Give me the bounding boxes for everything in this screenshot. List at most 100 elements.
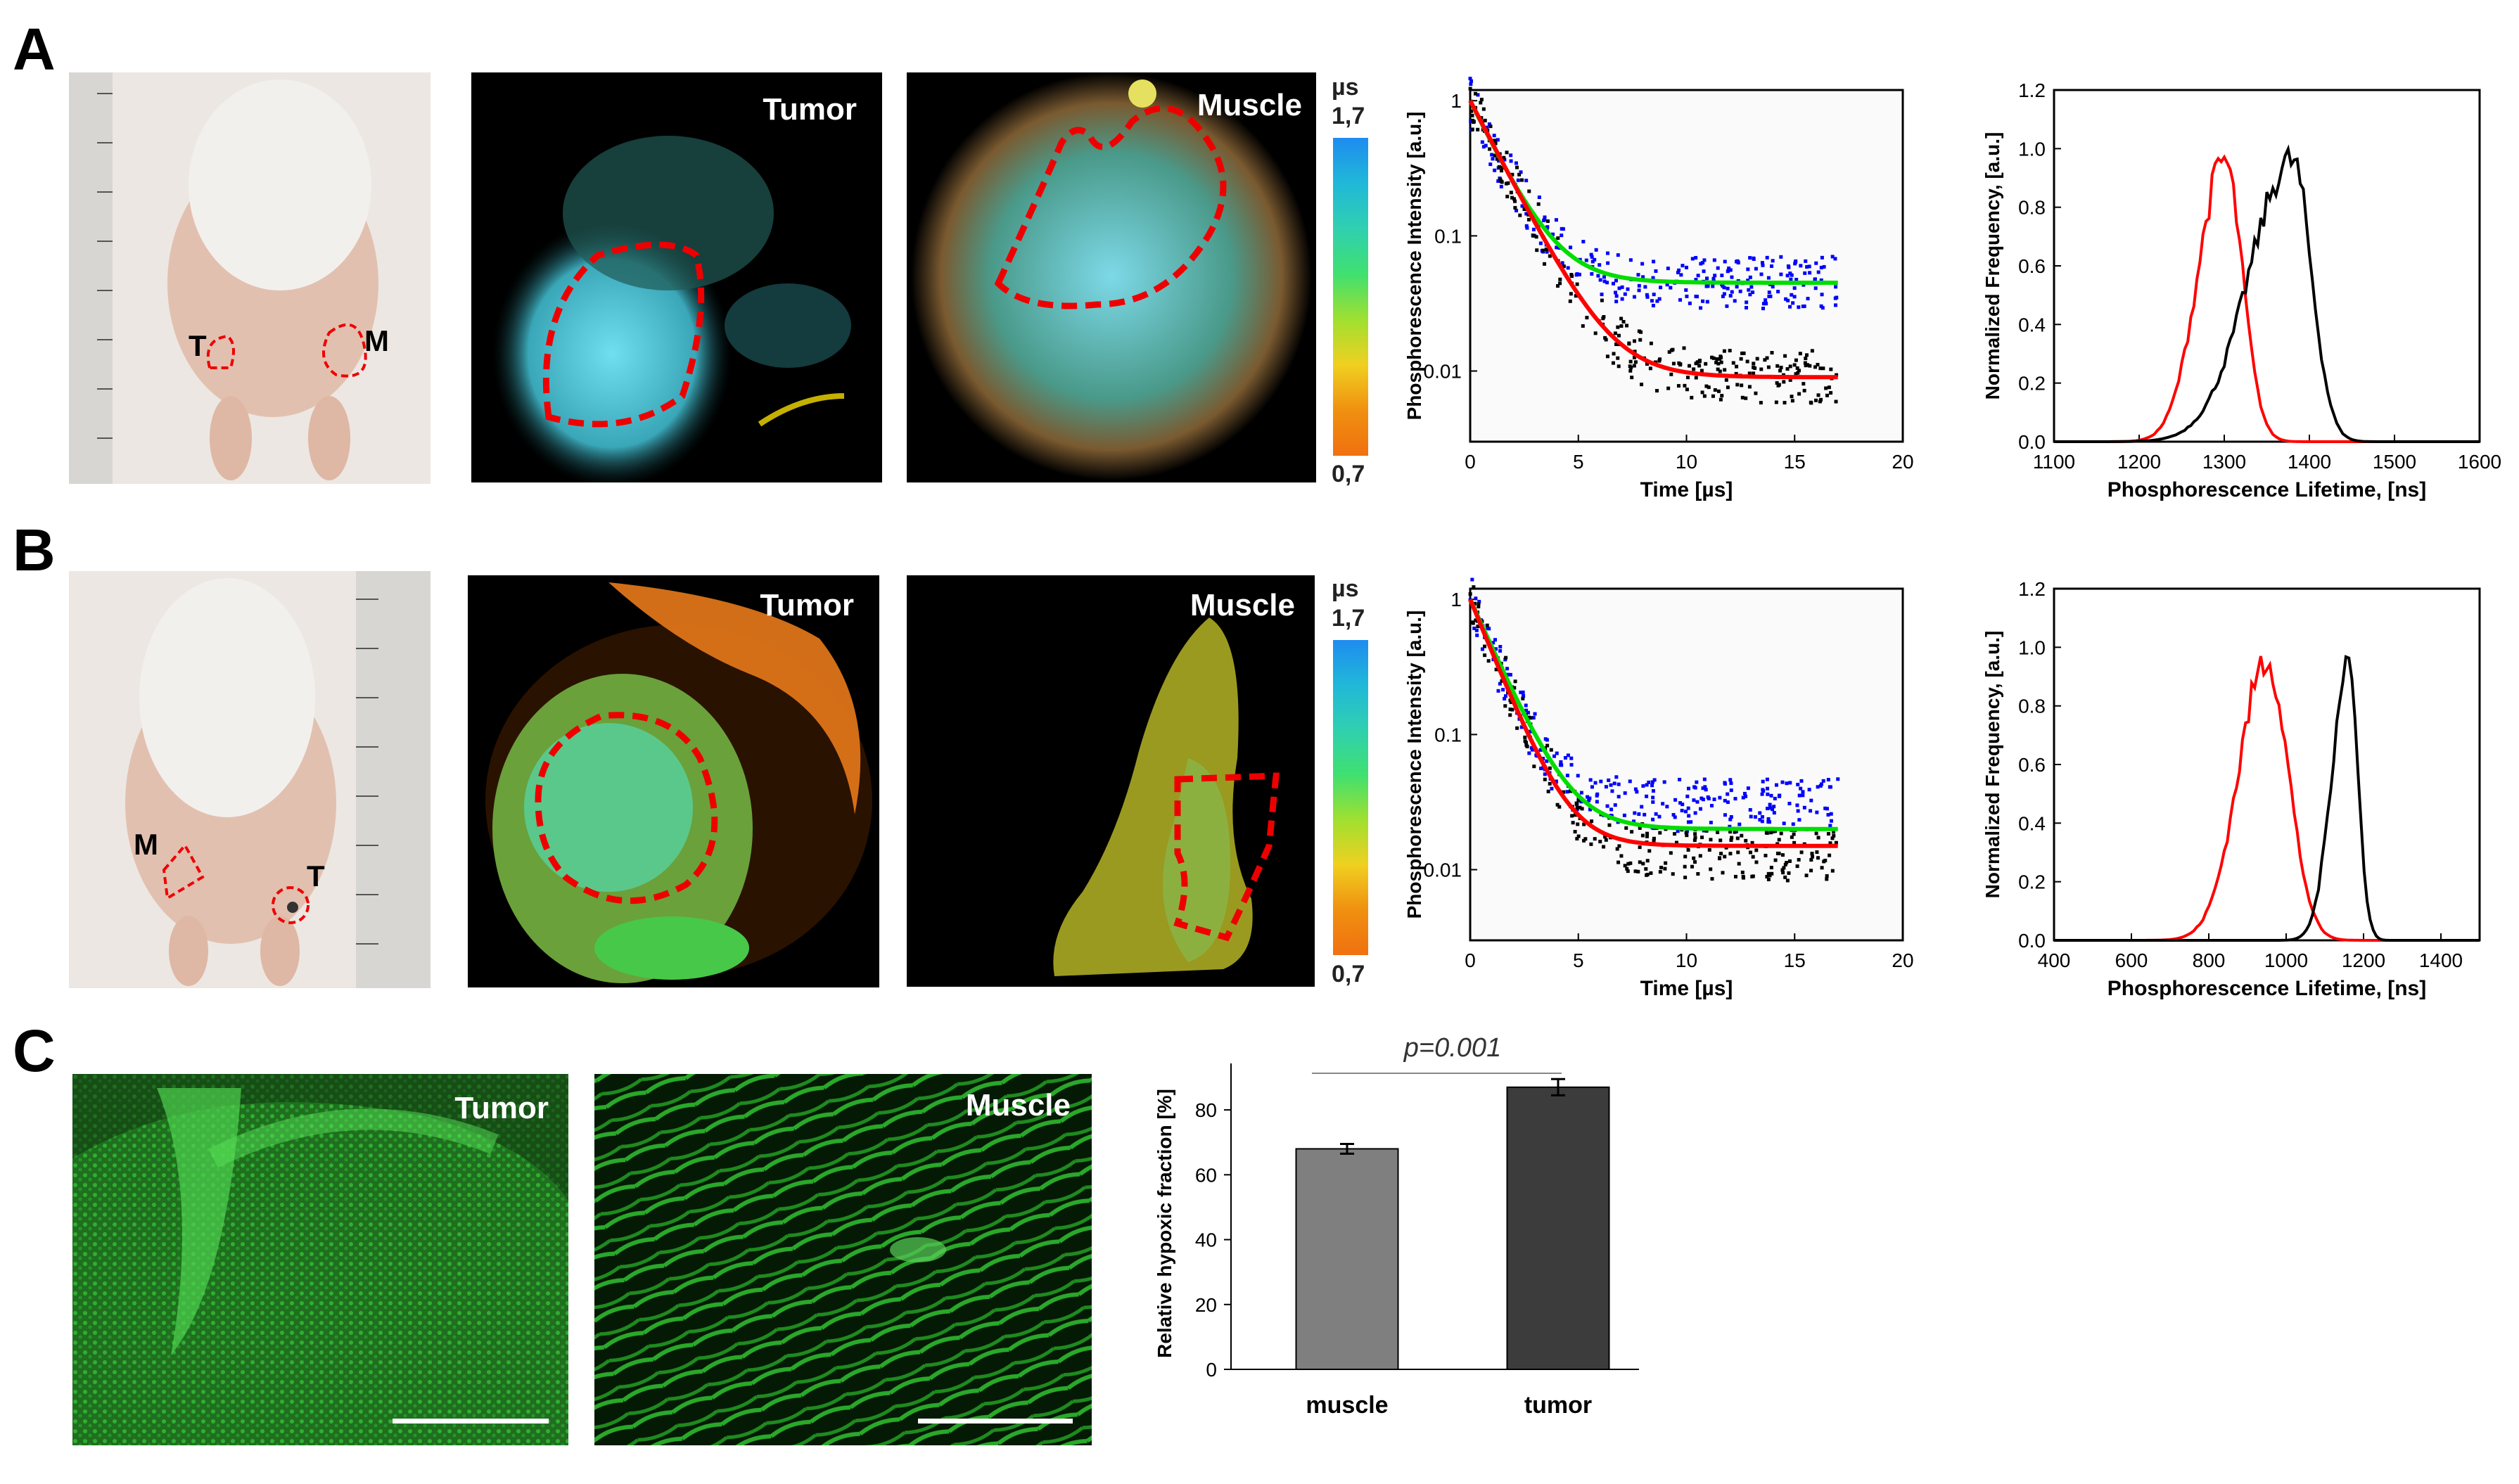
data-point <box>1633 360 1638 364</box>
data-point <box>1474 618 1478 622</box>
data-point <box>1499 184 1503 188</box>
data-point <box>1785 861 1789 865</box>
data-point <box>1593 257 1597 262</box>
data-point <box>1701 299 1705 303</box>
data-point <box>1771 829 1775 833</box>
data-point <box>1658 831 1662 835</box>
y-tick-label: 1.0 <box>2018 138 2046 160</box>
data-point <box>1682 346 1686 350</box>
data-point <box>1499 169 1503 173</box>
data-point <box>1773 829 1778 833</box>
data-point <box>1685 388 1689 392</box>
data-point <box>1508 713 1512 717</box>
histogram-line <box>2054 655 2480 942</box>
data-point <box>1771 259 1775 263</box>
data-point <box>1638 860 1642 864</box>
data-point <box>1765 777 1769 781</box>
tumor-label-a: Tumor <box>763 92 857 127</box>
data-point <box>1766 817 1771 821</box>
data-point <box>1834 285 1838 289</box>
data-point <box>1679 273 1683 277</box>
data-point <box>1816 785 1820 789</box>
data-point <box>1683 855 1688 859</box>
data-point <box>1605 251 1609 255</box>
data-point <box>1718 369 1722 373</box>
data-point <box>1779 272 1783 276</box>
data-point <box>1747 288 1751 292</box>
data-point <box>1706 795 1710 799</box>
data-point <box>1498 645 1503 649</box>
data-point <box>1582 838 1586 843</box>
data-point <box>1491 157 1495 161</box>
data-point <box>1803 361 1807 365</box>
x-tick-label: 1100 <box>2033 451 2075 473</box>
data-point <box>1575 805 1579 810</box>
data-point <box>1514 165 1519 169</box>
data-point <box>1623 864 1627 868</box>
data-point <box>1766 786 1770 791</box>
data-point <box>1657 814 1662 819</box>
data-point <box>1788 364 1792 369</box>
data-point <box>1481 107 1486 111</box>
data-point <box>1503 694 1507 698</box>
p-value-annotation: p=0.001 <box>1403 1033 1501 1063</box>
data-point <box>1825 874 1829 878</box>
data-point <box>1593 781 1598 785</box>
data-point <box>1820 293 1824 297</box>
data-point <box>1726 792 1730 796</box>
data-point <box>1632 355 1636 359</box>
data-point <box>1650 780 1654 784</box>
data-point <box>1789 277 1793 281</box>
data-point <box>1807 264 1811 269</box>
data-point <box>1735 285 1739 289</box>
data-point <box>1640 383 1644 387</box>
x-tick-label: 1200 <box>2117 451 2161 473</box>
data-point <box>1490 153 1494 157</box>
scale-bar-muscle <box>918 1419 1073 1424</box>
data-point <box>1510 172 1514 177</box>
plot-frame <box>2053 89 2481 443</box>
data-point <box>1640 833 1645 838</box>
data-point <box>1671 813 1676 817</box>
data-point <box>1825 393 1829 397</box>
data-point <box>1648 366 1652 371</box>
data-point <box>1764 853 1768 857</box>
data-point <box>1712 798 1716 802</box>
data-point <box>1695 360 1699 364</box>
data-point <box>1763 358 1767 362</box>
data-point <box>1693 836 1697 840</box>
data-point <box>1498 648 1503 653</box>
fit-line <box>1468 598 1838 831</box>
data-point <box>1581 240 1586 244</box>
data-point <box>1758 818 1762 822</box>
data-point <box>1488 162 1493 167</box>
data-point <box>1740 351 1745 355</box>
data-point <box>1556 284 1560 288</box>
data-point <box>1792 295 1797 299</box>
data-point <box>1491 641 1496 645</box>
colorbar-unit-b: µs <box>1332 575 1359 602</box>
data-point <box>1809 798 1813 802</box>
data-point <box>1764 831 1768 835</box>
data-point <box>1722 349 1726 353</box>
data-point <box>1628 359 1633 364</box>
data-point <box>1590 819 1594 824</box>
data-point <box>1605 804 1609 808</box>
data-point <box>1716 389 1721 393</box>
data-point <box>1666 386 1671 390</box>
data-point <box>1744 794 1748 798</box>
data-point <box>1699 262 1703 266</box>
data-point <box>1474 596 1478 601</box>
data-point <box>1600 298 1604 302</box>
data-point <box>1652 838 1656 843</box>
data-point <box>1819 397 1823 402</box>
data-point <box>1538 748 1543 752</box>
data-point <box>1780 780 1785 784</box>
data-point <box>1637 329 1641 333</box>
data-point <box>1790 399 1794 403</box>
data-point <box>1645 872 1650 876</box>
x-axis-label: Phosphorescence Lifetime, [ns] <box>2107 478 2426 501</box>
data-point <box>1761 307 1766 311</box>
data-point <box>1748 275 1752 279</box>
data-point <box>1678 801 1683 805</box>
